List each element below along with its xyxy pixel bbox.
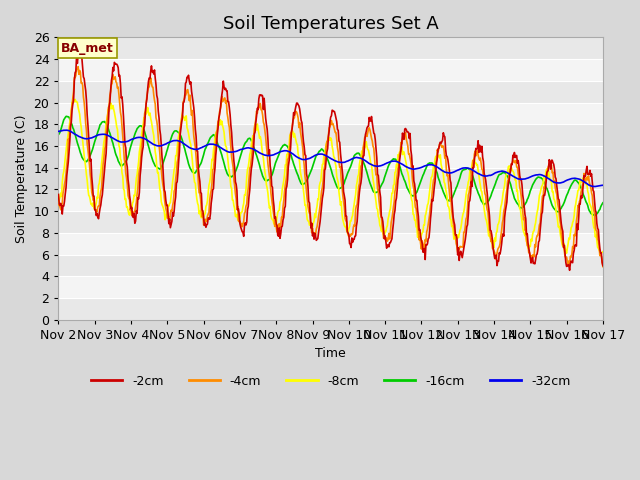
Bar <box>58 190 603 211</box>
Bar <box>58 233 603 254</box>
Y-axis label: Soil Temperature (C): Soil Temperature (C) <box>15 114 28 243</box>
Bar <box>58 254 603 276</box>
Bar <box>58 298 603 320</box>
Bar <box>58 103 603 124</box>
Title: Soil Temperatures Set A: Soil Temperatures Set A <box>223 15 438 33</box>
Bar <box>58 168 603 190</box>
Bar <box>58 276 603 298</box>
Bar <box>58 146 603 168</box>
Bar <box>58 124 603 146</box>
X-axis label: Time: Time <box>316 348 346 360</box>
Legend: -2cm, -4cm, -8cm, -16cm, -32cm: -2cm, -4cm, -8cm, -16cm, -32cm <box>86 370 575 393</box>
Bar <box>58 81 603 103</box>
Bar <box>58 211 603 233</box>
Bar <box>58 59 603 81</box>
Bar <box>58 37 603 59</box>
Text: BA_met: BA_met <box>61 42 114 55</box>
